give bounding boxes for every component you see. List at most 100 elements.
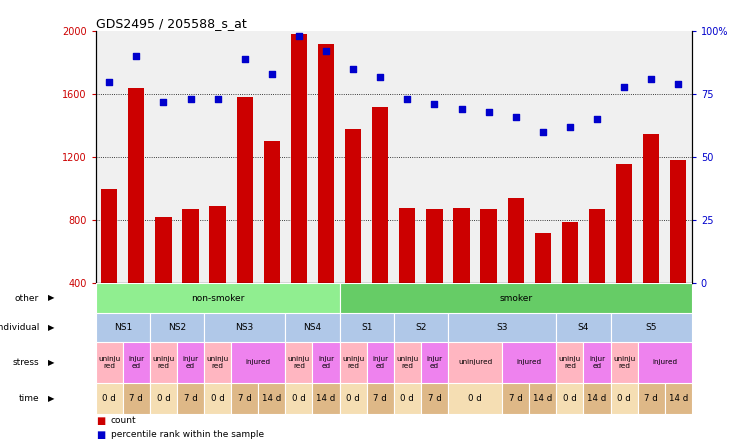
Bar [502, 342, 556, 383]
Bar [481, 209, 497, 346]
Text: injur
ed: injur ed [183, 356, 199, 369]
Bar [177, 383, 204, 414]
Text: S2: S2 [415, 323, 427, 332]
Point [130, 53, 142, 60]
Text: 0 d: 0 d [292, 394, 305, 403]
Text: uninju
red: uninju red [98, 356, 121, 369]
Point [293, 32, 305, 40]
Point [456, 106, 467, 113]
Text: uninju
red: uninju red [342, 356, 364, 369]
Text: stress: stress [13, 358, 39, 367]
Bar [534, 233, 551, 346]
Text: 7 d: 7 d [184, 394, 197, 403]
Bar [399, 208, 415, 346]
Bar [611, 313, 692, 342]
Bar [123, 342, 150, 383]
Text: NS4: NS4 [303, 323, 322, 332]
Bar [584, 383, 611, 414]
Bar [637, 342, 692, 383]
Bar [123, 383, 150, 414]
Text: injured: injured [652, 359, 677, 365]
Bar [155, 217, 171, 346]
Text: NS2: NS2 [168, 323, 186, 332]
Text: ▶: ▶ [48, 293, 54, 302]
Bar [502, 383, 529, 414]
Bar [286, 342, 313, 383]
Text: uninju
red: uninju red [207, 356, 229, 369]
Text: S3: S3 [496, 323, 508, 332]
Text: 0 d: 0 d [400, 394, 414, 403]
Bar [611, 342, 637, 383]
Text: other: other [15, 293, 39, 302]
Text: 0 d: 0 d [346, 394, 360, 403]
Text: 14 d: 14 d [587, 394, 606, 403]
Bar [345, 129, 361, 346]
Bar [562, 222, 578, 346]
Bar [643, 134, 659, 346]
Bar [204, 383, 231, 414]
Text: count: count [110, 416, 136, 425]
Text: 0 d: 0 d [468, 394, 482, 403]
Bar [258, 383, 286, 414]
Text: 14 d: 14 d [316, 394, 336, 403]
Bar [183, 209, 199, 346]
Text: injur
ed: injur ed [128, 356, 144, 369]
Text: 7 d: 7 d [509, 394, 523, 403]
Text: ■: ■ [96, 429, 105, 440]
Bar [421, 342, 448, 383]
Text: 0 d: 0 d [157, 394, 170, 403]
Text: S4: S4 [578, 323, 589, 332]
Bar [589, 209, 605, 346]
Bar [231, 383, 258, 414]
Text: uninjured: uninjured [458, 359, 492, 365]
Text: NS1: NS1 [113, 323, 132, 332]
Bar [556, 383, 584, 414]
Text: uninju
red: uninju red [152, 356, 174, 369]
Bar [177, 342, 204, 383]
Point [401, 95, 413, 103]
Text: 0 d: 0 d [563, 394, 577, 403]
Point [483, 108, 495, 115]
Bar [313, 383, 339, 414]
Bar [394, 383, 421, 414]
Text: 0 d: 0 d [618, 394, 631, 403]
Bar [204, 313, 286, 342]
Bar [556, 313, 611, 342]
Text: individual: individual [0, 323, 39, 332]
Text: injur
ed: injur ed [426, 356, 442, 369]
Bar [236, 97, 253, 346]
Point [428, 101, 440, 108]
Point [238, 56, 250, 63]
Bar [448, 383, 502, 414]
Bar [96, 383, 123, 414]
Point [673, 80, 684, 87]
Point [347, 65, 359, 72]
Text: GDS2495 / 205588_s_at: GDS2495 / 205588_s_at [96, 17, 247, 30]
Bar [291, 34, 307, 346]
Bar [150, 313, 204, 342]
Bar [96, 342, 123, 383]
Bar [128, 88, 144, 346]
Bar [313, 342, 339, 383]
Point [618, 83, 630, 90]
Bar [96, 283, 339, 313]
Text: ■: ■ [96, 416, 105, 426]
Bar [367, 383, 394, 414]
Bar [367, 342, 394, 383]
Bar [150, 342, 177, 383]
Text: NS3: NS3 [236, 323, 254, 332]
Bar [637, 383, 665, 414]
Text: smoker: smoker [499, 293, 532, 302]
Bar [339, 383, 367, 414]
Text: non-smoker: non-smoker [191, 293, 244, 302]
Bar [448, 342, 502, 383]
Text: ▶: ▶ [48, 358, 54, 367]
Bar [101, 189, 117, 346]
Point [320, 48, 332, 55]
Point [185, 95, 197, 103]
Bar [670, 160, 687, 346]
Bar [286, 383, 313, 414]
Bar [616, 163, 632, 346]
Bar [96, 313, 150, 342]
Text: 0 d: 0 d [210, 394, 224, 403]
